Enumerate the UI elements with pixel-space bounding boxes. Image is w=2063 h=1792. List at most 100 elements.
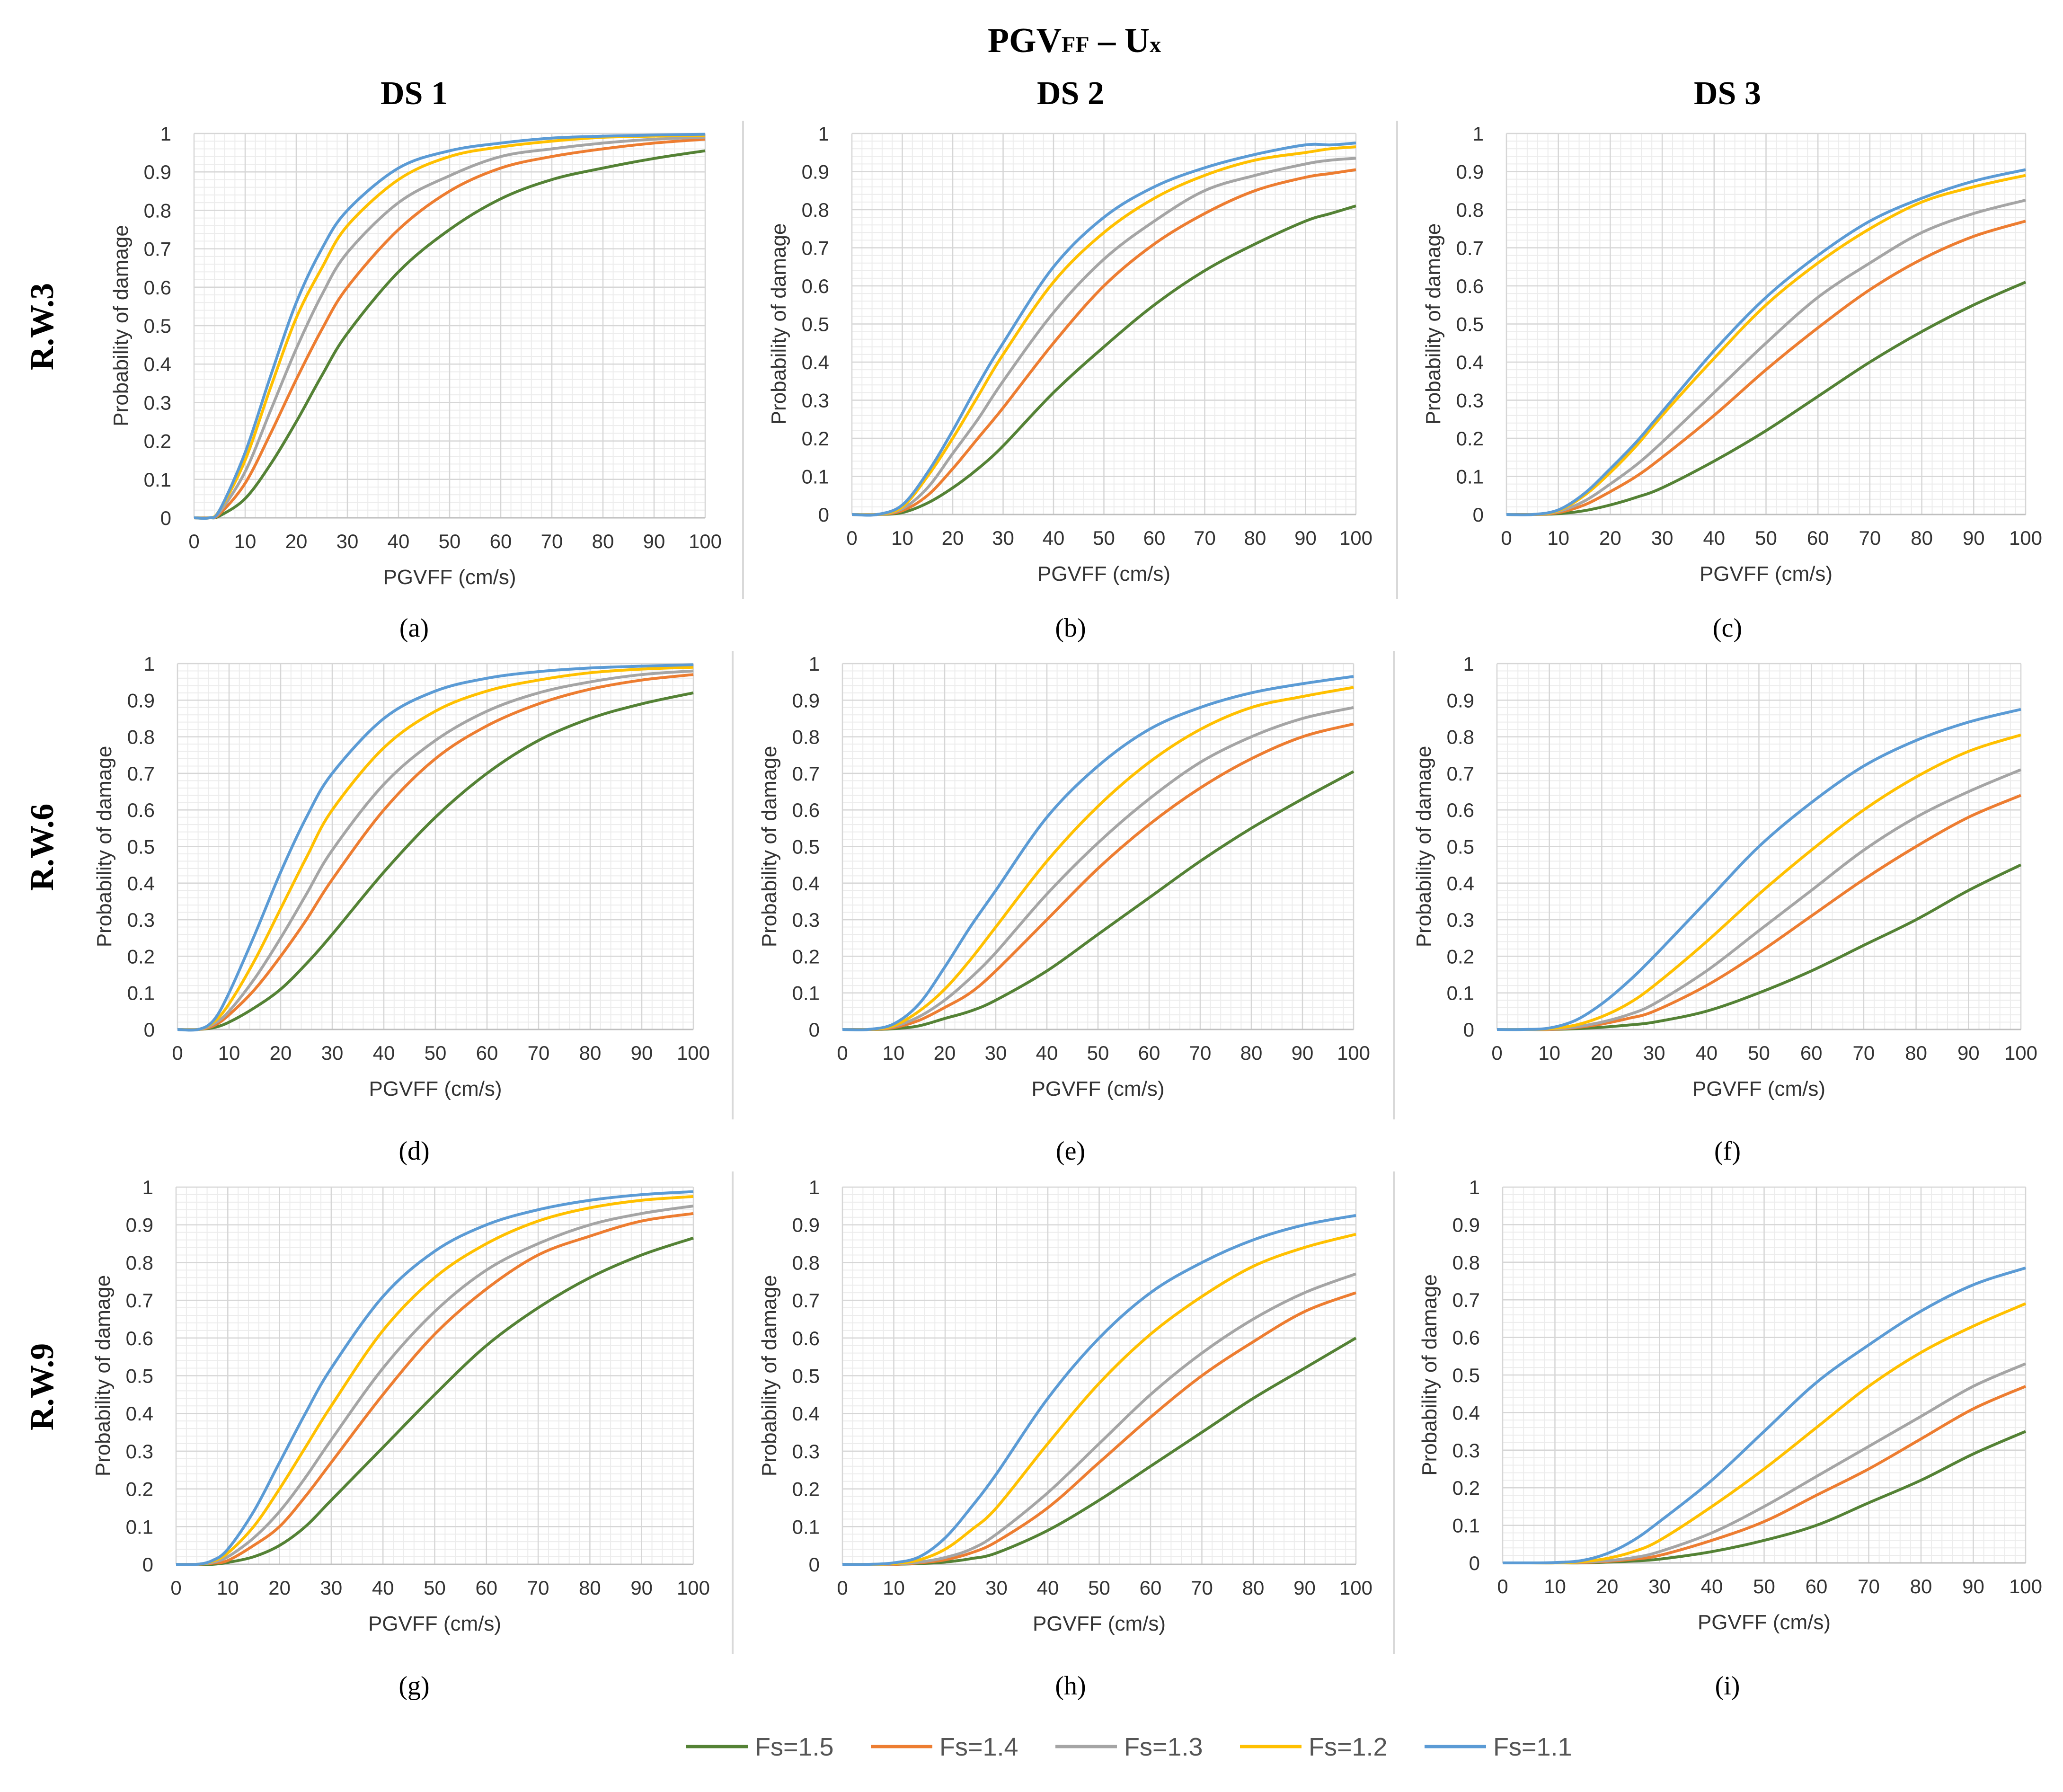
legend-label: Fs=1.3: [1124, 1733, 1203, 1761]
series-line-fs-1-2: [194, 134, 706, 520]
x-tick-label: 20: [942, 527, 964, 549]
y-axis-label: Probability of damage: [1418, 1274, 1441, 1476]
y-tick-label: 0.5: [144, 315, 171, 337]
series-line-fs-1-2: [1496, 733, 2021, 1031]
series-line-fs-1-1: [851, 142, 1356, 517]
series-line-fs-1-2: [176, 1195, 694, 1566]
x-tick-label: 50: [1755, 527, 1777, 549]
x-tick-label: 90: [1957, 1042, 1980, 1064]
x-tick-label: 40: [388, 530, 410, 552]
x-tick-label: 10: [1538, 1042, 1560, 1064]
x-tick-label: 0: [188, 530, 199, 552]
x-tick-label: 90: [1293, 1577, 1316, 1599]
x-tick-label: 100: [677, 1577, 710, 1599]
legend-item: Fs=1.2: [1240, 1733, 1388, 1761]
grid: [841, 1186, 1357, 1565]
y-tick-label: 0.8: [802, 199, 829, 221]
x-tick-label: 40: [373, 1042, 395, 1064]
x-tick-label: 30: [985, 1577, 1008, 1599]
series-line-fs-1-1: [1506, 168, 2026, 516]
series-line-fs-1-4: [851, 168, 1356, 516]
y-tick-label: 0.3: [127, 909, 155, 931]
y-tick-label: 0.1: [802, 466, 829, 488]
y-tick-label: 0.9: [126, 1214, 153, 1236]
column-title-ds1: DS 1: [381, 75, 448, 112]
x-tick-label: 30: [1651, 527, 1673, 549]
x-tick-label: 70: [1853, 1042, 1875, 1064]
series-line-fs-1-2: [177, 665, 694, 1032]
y-tick-label: 0.6: [144, 276, 171, 299]
y-tick-label: 0.8: [126, 1251, 153, 1274]
x-tick-label: 40: [1701, 1575, 1723, 1597]
chart-panel-g: 0 10 20 30 40 50 60 70 80 90 100 0 0.1 0.2 0.3 0.4 0.5 0.…: [91, 1176, 710, 1701]
y-tick-label: 0.4: [127, 872, 155, 895]
y-tick-label: 0.3: [126, 1440, 153, 1463]
y-axis-label: Probability of damage: [767, 223, 790, 425]
x-tick-label: 30: [321, 1042, 344, 1064]
legend: Fs=1.5 Fs=1.4 Fs=1.3 Fs=1.2 Fs=1.1: [686, 1733, 1572, 1761]
x-tick-label: 60: [1143, 527, 1166, 549]
row-title-rw3: R.W.3: [24, 283, 61, 370]
x-tick-label: 0: [837, 1042, 848, 1064]
y-axis-label: Probability of damage: [1412, 746, 1435, 948]
y-tick-label: 0.5: [1456, 313, 1484, 336]
x-tick-label: 20: [934, 1577, 956, 1599]
y-tick-label: 0.2: [802, 427, 829, 450]
y-tick-label: 0.6: [1447, 799, 1474, 821]
series-line-fs-1-2: [842, 686, 1354, 1031]
y-tick-label: 0: [160, 507, 171, 529]
y-tick-label: 0.2: [1452, 1477, 1480, 1499]
x-tick-label: 60: [475, 1577, 497, 1599]
y-tick-label: 0.4: [1452, 1402, 1480, 1424]
x-tick-label: 60: [476, 1042, 498, 1064]
x-tick-label: 100: [677, 1042, 710, 1064]
grid: [175, 1186, 694, 1565]
y-tick-label: 0.4: [1456, 351, 1484, 373]
series-line-fs-1-1: [194, 133, 706, 520]
x-tick-label: 30: [1648, 1575, 1671, 1597]
x-tick-label: 10: [883, 1577, 905, 1599]
x-tick-label: 20: [270, 1042, 292, 1064]
series-line-fs-1-1: [842, 675, 1354, 1031]
x-tick-label: 80: [1910, 1575, 1932, 1597]
x-axis-label: PGVFF (cm/s): [368, 1612, 501, 1635]
y-tick-label: 0.7: [1452, 1289, 1480, 1311]
y-tick-label: 0.1: [1456, 466, 1484, 488]
x-tick-label: 50: [1088, 1577, 1110, 1599]
x-axis-label: PGVFF (cm/s): [383, 566, 516, 589]
x-tick-label: 50: [1087, 1042, 1109, 1064]
y-tick-label: 0.6: [792, 799, 820, 821]
y-tick-label: 0.6: [792, 1327, 820, 1349]
y-tick-label: 0.2: [127, 945, 155, 967]
grid: [1502, 1186, 2027, 1564]
y-tick-label: 0.7: [1447, 763, 1474, 785]
y-axis-label: Probability of damage: [1422, 223, 1445, 425]
chart-panel-d: 0 10 20 30 40 50 60 70 80 90 100 0 0.1 0.2 0.3 0.4 0.5 0.…: [93, 653, 710, 1166]
x-tick-label: 40: [1037, 1577, 1059, 1599]
x-tick-label: 40: [1703, 527, 1725, 549]
y-tick-label: 0.1: [127, 982, 155, 1004]
x-tick-label: 30: [985, 1042, 1007, 1064]
y-tick-label: 0.8: [144, 199, 171, 222]
legend-item: Fs=1.1: [1425, 1733, 1572, 1761]
x-tick-label: 90: [643, 530, 665, 552]
y-tick-label: 0.8: [1456, 199, 1484, 221]
x-tick-label: 70: [1189, 1042, 1212, 1064]
y-tick-label: 0.7: [792, 1289, 820, 1312]
y-tick-label: 0.7: [127, 763, 155, 785]
y-tick-label: 1: [818, 123, 829, 145]
figure-title: PGVFF – Ux: [988, 21, 1161, 60]
x-tick-label: 20: [1596, 1575, 1619, 1597]
grid: [851, 133, 1357, 515]
x-axis-label: PGVFF (cm/s): [1033, 1612, 1166, 1635]
series-line-fs-1-4: [176, 1212, 694, 1566]
x-tick-label: 30: [320, 1577, 343, 1599]
y-tick-label: 0.6: [1456, 275, 1484, 297]
y-tick-label: 0.9: [1452, 1214, 1480, 1236]
x-tick-label: 40: [1695, 1042, 1718, 1064]
x-tick-label: 70: [541, 530, 563, 552]
x-tick-label: 10: [234, 530, 257, 552]
column-title-ds3: DS 3: [1694, 75, 1761, 112]
y-tick-label: 0.1: [126, 1516, 153, 1538]
series-line-fs-1-4: [177, 673, 694, 1031]
